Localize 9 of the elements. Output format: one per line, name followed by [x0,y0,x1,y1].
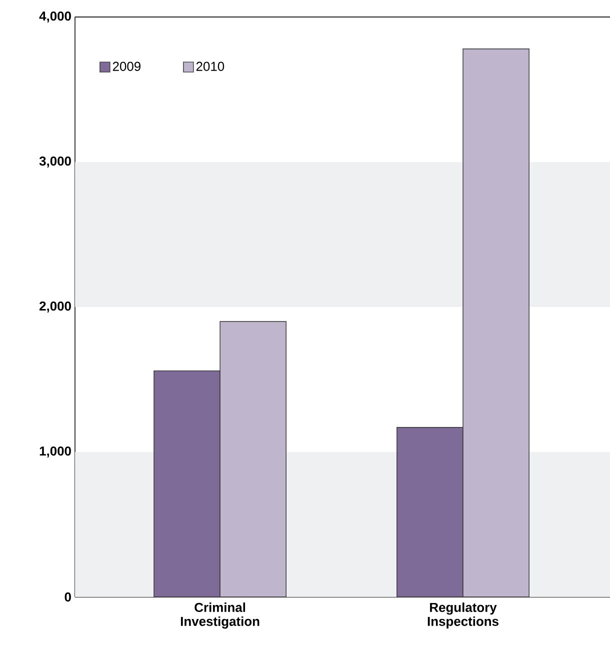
y-tick-label: 0 [64,592,71,602]
legend-label: 2009 [112,62,140,71]
y-tick-label: 4,000 [39,11,71,23]
y-tick-label: 1,000 [40,446,71,458]
y-tick-label: 2,000 [39,301,71,313]
x-tick-label: Criminal Investigation [180,602,259,629]
legend-label: 2010 [196,62,224,71]
y-tick-label: 3,000 [39,156,71,168]
x-tick-label: Regulatory Inspections [428,602,498,629]
